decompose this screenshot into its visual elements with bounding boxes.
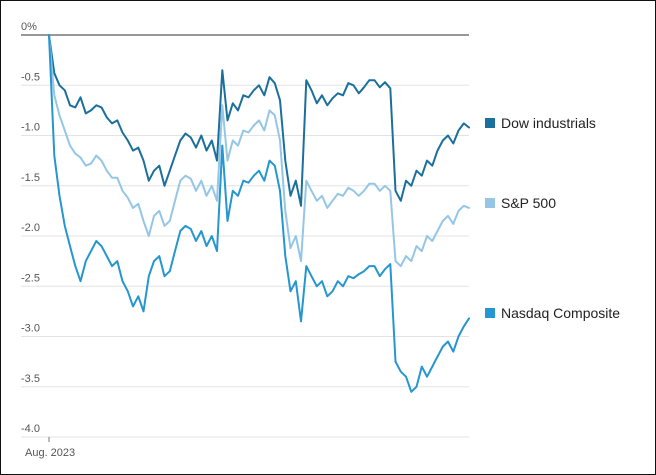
legend: Dow industrials S&P 500 Nasdaq Composite <box>485 115 620 321</box>
legend-label-nasdaq-composite: Nasdaq Composite <box>501 305 620 321</box>
x-axis-ticks: Aug. 2023 <box>25 437 75 459</box>
y-tick-label: -0.5 <box>21 71 40 83</box>
series-line-dow-industrials <box>48 34 470 207</box>
y-tick-label: -4.0 <box>21 423 40 435</box>
series-lines <box>48 34 470 393</box>
y-tick-label: -1.0 <box>21 122 40 134</box>
y-tick-label: -2.5 <box>21 272 40 284</box>
legend-swatch-nasdaq-composite <box>485 308 495 318</box>
series-line-sandp-500 <box>48 34 470 268</box>
legend-swatch-sandp-500 <box>485 198 495 208</box>
x-tick-label: Aug. 2023 <box>25 447 75 459</box>
y-tick-label: -3.0 <box>21 323 40 335</box>
y-tick-label: 0% <box>21 21 37 33</box>
y-tick-label: -3.5 <box>21 373 40 385</box>
legend-swatch-dow-industrials <box>485 118 495 128</box>
legend-label-dow-industrials: Dow industrials <box>501 115 596 131</box>
y-tick-label: -2.0 <box>21 222 40 234</box>
series-line-nasdaq-composite <box>48 34 470 393</box>
gridlines <box>21 34 469 438</box>
y-axis-ticks: 0% -0.5 -1.0 -1.5 -2.0 -2.5 -3.0 -3.5 -4.0 <box>21 21 40 435</box>
legend-label-sandp-500: S&P 500 <box>501 195 556 211</box>
y-tick-label: -1.5 <box>21 172 40 184</box>
